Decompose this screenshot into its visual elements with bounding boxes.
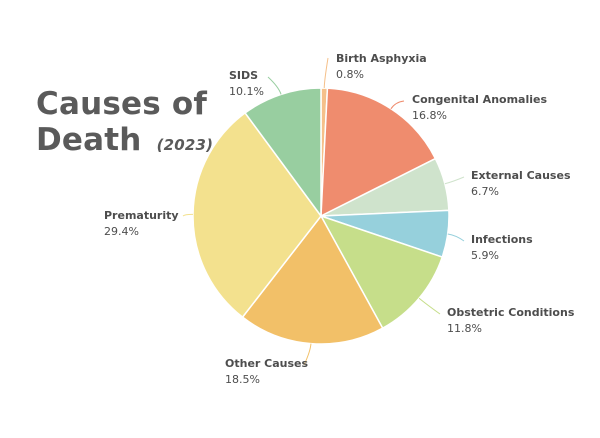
slice-label-other-causes: Other Causes (225, 357, 308, 370)
pie-slice-sids (244, 87, 322, 219)
slice-label-congenital-anomalies: Congenital Anomalies (412, 93, 547, 106)
chart-title-text: Causes of Death (36, 86, 208, 158)
slice-value-prematurity: 29.4% (104, 225, 139, 238)
pie-slice-obstetric-conditions (319, 214, 444, 330)
leader-line-other-causes (303, 343, 312, 366)
pie-slice-other-causes (241, 214, 384, 345)
slice-label-infections: Infections (471, 233, 533, 246)
chart-title: Causes of Death (2023) (36, 86, 236, 163)
chart-subtitle: (2023) (156, 136, 214, 154)
slice-label-obstetric-conditions: Obstetric Conditions (447, 306, 575, 319)
leader-line-infections (447, 233, 465, 242)
slice-value-external-causes: 6.7% (471, 185, 499, 198)
slice-value-infections: 5.9% (471, 249, 499, 262)
leader-line-external-causes (444, 176, 465, 185)
leader-line-obstetric-conditions (418, 297, 441, 315)
slice-value-obstetric-conditions: 11.8% (447, 322, 482, 335)
slice-label-external-causes: External Causes (471, 169, 571, 182)
pie-slice-prematurity (192, 111, 322, 319)
slice-label-prematurity: Prematurity (104, 209, 179, 222)
leader-line-birth-asphyxia (323, 57, 329, 89)
pie-slice-congenital-anomalies (320, 87, 437, 218)
slice-label-birth-asphyxia: Birth Asphyxia (336, 52, 427, 65)
leader-line-congenital-anomalies (390, 100, 405, 110)
slice-value-sids: 10.1% (229, 85, 264, 98)
leader-line-prematurity (182, 213, 194, 217)
slice-value-other-causes: 18.5% (225, 373, 260, 386)
slice-value-birth-asphyxia: 0.8% (336, 68, 364, 81)
leader-line-sids (267, 76, 282, 95)
slice-value-congenital-anomalies: 16.8% (412, 109, 447, 122)
slice-label-sids: SIDS (229, 69, 258, 82)
